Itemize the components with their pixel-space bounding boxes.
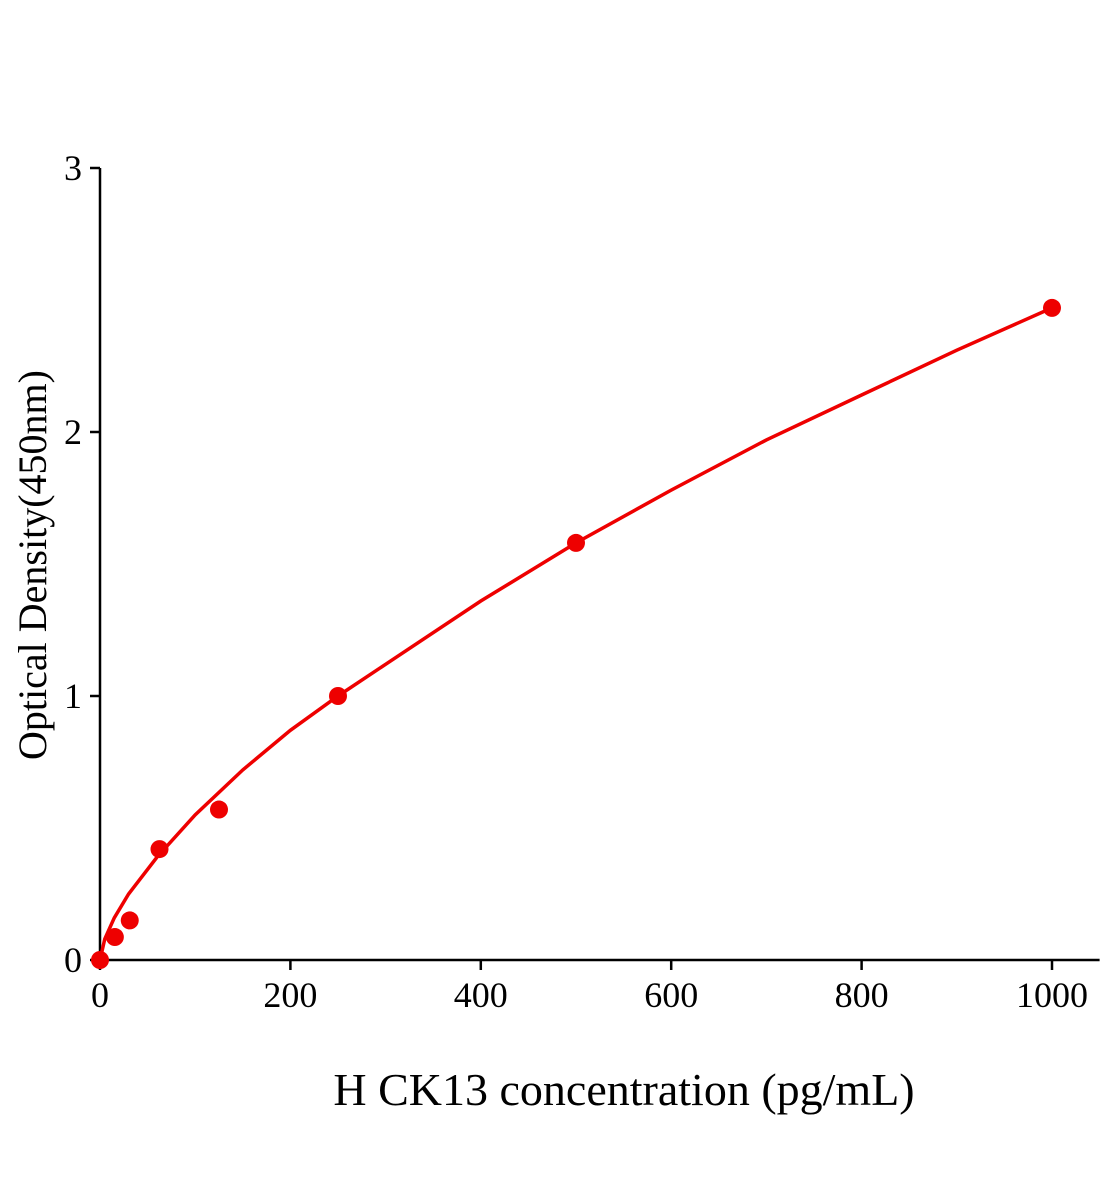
y-tick-label: 0 bbox=[64, 940, 82, 980]
x-tick-label: 800 bbox=[835, 975, 889, 1015]
x-axis-label: H CK13 concentration (pg/mL) bbox=[333, 1064, 914, 1115]
x-tick-label: 600 bbox=[644, 975, 698, 1015]
data-point bbox=[567, 533, 585, 552]
data-point bbox=[150, 840, 169, 859]
data-point bbox=[1043, 298, 1061, 317]
y-tick-label: 1 bbox=[64, 676, 82, 716]
y-axis-label: Optical Density(450nm) bbox=[10, 370, 55, 760]
data-point bbox=[91, 951, 109, 969]
fit-curve-group bbox=[98, 306, 1053, 961]
x-tick-label: 200 bbox=[263, 975, 317, 1015]
x-tick-label: 400 bbox=[454, 975, 508, 1015]
x-tick-label: 1000 bbox=[1016, 975, 1088, 1015]
data-point bbox=[105, 928, 124, 947]
data-points bbox=[91, 298, 1061, 969]
y-tick-label: 3 bbox=[64, 148, 82, 188]
data-point bbox=[329, 687, 347, 705]
x-tick-label: 0 bbox=[91, 975, 109, 1015]
fit-curve-line bbox=[98, 306, 1053, 961]
data-point bbox=[120, 911, 139, 930]
y-tick-label: 2 bbox=[64, 412, 82, 452]
axes: 0 200 400 600 800 1000 0 1 2 3 bbox=[64, 148, 1100, 1015]
data-point bbox=[210, 800, 228, 819]
